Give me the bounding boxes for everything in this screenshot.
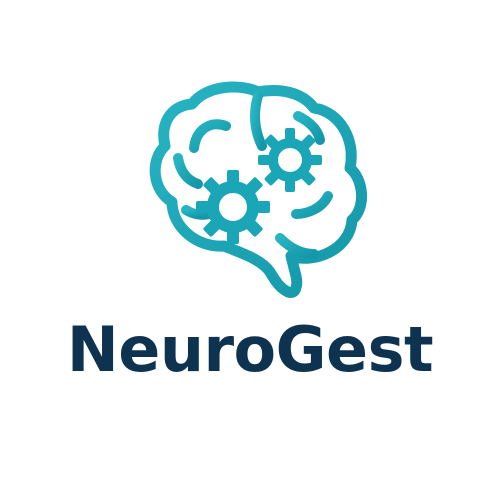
gear-icon (196, 170, 270, 244)
brain-fold (173, 153, 203, 189)
brain-fold (275, 233, 319, 259)
brain-outline (149, 81, 368, 298)
gear-icon (258, 128, 322, 192)
brain-gears-icon (149, 81, 368, 298)
brain-fold (291, 191, 333, 219)
brain-fold (293, 111, 325, 145)
brain-fissure (250, 91, 267, 151)
brain-fold (189, 119, 231, 153)
brand-name: NeuroGest (66, 313, 434, 386)
